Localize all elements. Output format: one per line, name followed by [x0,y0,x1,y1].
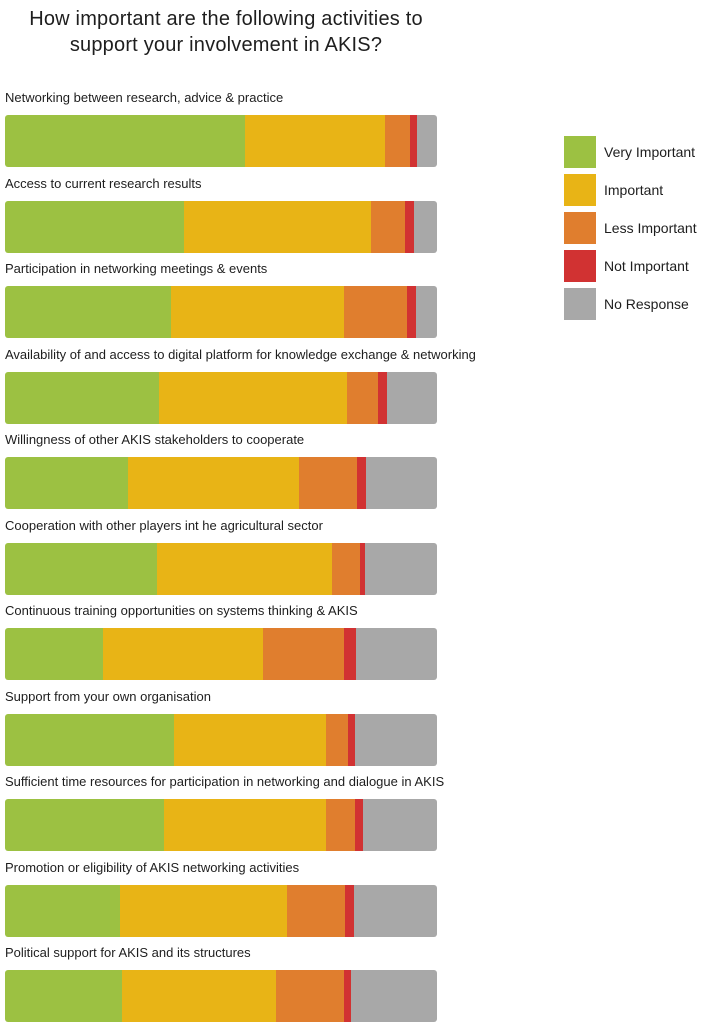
bar-segment [344,628,357,680]
bar-segment [343,970,351,1022]
bar-segment [5,542,158,595]
bar-segment [128,457,300,509]
bar-segment [299,457,358,509]
bar-segment [5,457,129,509]
category-label: Sufficient time resources for participat… [5,774,445,789]
category-label: Promotion or eligibility of AKIS network… [5,859,300,875]
bar-segment [350,970,437,1022]
bar-segment [356,628,437,680]
bar-segment [325,799,355,851]
bar-segment [103,628,263,680]
legend-swatch [564,212,596,244]
stacked-bar [5,371,437,424]
bar-segment [366,457,437,509]
stacked-bar [5,286,437,338]
category-label: Support from your own organisation [5,688,211,704]
stacked-bar [5,628,437,680]
bar-segment [362,799,437,851]
bar-segment [5,628,104,680]
category-label: Availability of and access to digital pl… [5,346,476,362]
legend-swatch [564,174,596,206]
bar-segment [406,286,416,338]
bar-segment [405,200,415,253]
legend-swatch [564,136,596,168]
bar-segment [170,286,344,338]
bar-segment [414,200,437,253]
category-label: Willingness of other AKIS stakeholders t… [5,432,305,447]
chart-title: How important are the following activiti… [0,6,452,58]
category-label: Cooperation with other players int he ag… [5,517,323,533]
legend-label: Very Important [604,144,696,160]
legend-swatch [564,250,596,282]
bar-segment [5,970,123,1022]
bar-segment [415,286,437,338]
stacked-bar [5,799,437,851]
stacked-bar [5,457,437,509]
bar-segment [354,713,437,766]
bar-segment [360,542,366,595]
bar-segment [325,713,348,766]
bar-segment [5,286,171,338]
bar-segment [5,371,159,424]
bar-segment [357,457,367,509]
legend-swatch [564,288,596,320]
legend-label: Less Important [604,220,697,236]
bar-segment [417,115,437,167]
category-label: Access to current research results [5,175,202,191]
legend-label: Important [604,182,664,198]
bar-segment [245,115,386,167]
bar-segment [370,200,406,253]
bar-segment [344,884,355,937]
bar-segment [410,115,418,167]
bar-segment [275,970,344,1022]
legend-label: No Response [604,296,689,312]
bar-segment [377,371,387,424]
stacked-bar [5,884,437,937]
bar-segment [119,884,288,937]
bar-segment [354,799,363,851]
chart-title-line-1: How important are the following activiti… [29,8,423,30]
bar-segment [346,371,378,424]
bar-segment [122,970,276,1022]
bar-segment [348,713,355,766]
stacked-bar [5,713,437,766]
bar-segment [183,200,371,253]
bar-segment [5,713,174,766]
stacked-bar [5,115,437,167]
bar-segment [5,884,120,937]
bar-segment [173,713,326,766]
legend-label: Not Important [604,258,689,274]
bar-segment [5,200,184,253]
bar-segment [365,542,437,595]
stacked-bar [5,970,437,1022]
category-label: Participation in networking meetings & e… [5,261,268,276]
stacked-bar [5,200,437,253]
bar-segment [354,884,437,937]
bar-segment [385,115,411,167]
bar-segment [157,542,333,595]
bar-segment [343,286,407,338]
bar-segment [386,371,437,424]
bar-segment [5,799,164,851]
chart-title-line-2: support your involvement in AKIS? [69,34,383,56]
bar-segment [5,115,246,167]
category-label: Political support for AKIS and its struc… [5,945,251,960]
bar-segment [287,884,345,937]
bar-segment [262,628,345,680]
stacked-bar [5,542,437,595]
bar-segment [163,799,326,851]
bar-segment [332,542,361,595]
category-label: Networking between research, advice & pr… [5,90,284,105]
category-label: Continuous training opportunities on sys… [5,603,358,618]
bar-segment [158,371,347,424]
